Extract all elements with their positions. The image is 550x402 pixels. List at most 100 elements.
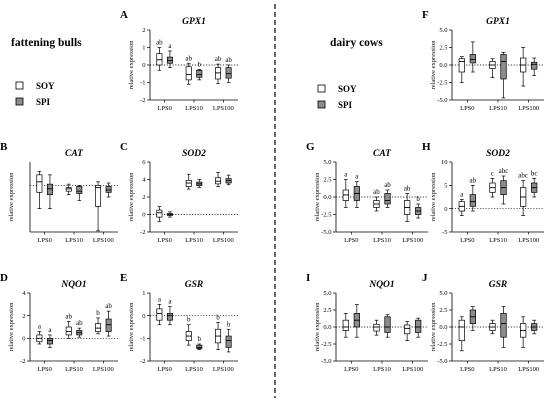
box-soy xyxy=(489,58,496,78)
box-soy: ab xyxy=(65,312,73,339)
y-axis-label: relative expression xyxy=(430,172,437,222)
panel-h: H SOD2 relative expression -5 0 5 10 LPS0 aab LPS… xyxy=(422,141,544,244)
box-spi: ab xyxy=(384,181,391,208)
panel-f: F GPX1 relative expression-5.0 -2.5 0.0 2.5 5.… xyxy=(422,9,544,112)
y-tick-label: 0.0 xyxy=(439,62,447,69)
y-tick-label: -2.5 xyxy=(321,341,331,348)
chart-title: GSR xyxy=(489,280,507,290)
box-soy: b xyxy=(185,316,192,346)
box-spi: bc xyxy=(531,169,537,198)
y-tick-label: -5.0 xyxy=(437,97,447,104)
y-tick-label: 1 xyxy=(142,45,145,52)
x-tick-label: LPS10 xyxy=(489,237,507,244)
box-body xyxy=(384,316,391,333)
significance-letter: b xyxy=(227,320,231,328)
chart-title: GSR xyxy=(185,280,203,290)
box-spi: ab xyxy=(76,319,83,338)
y-tick-label: -2.5 xyxy=(437,80,447,87)
x-tick-label: LPS10 xyxy=(185,105,203,112)
box-body xyxy=(384,193,391,205)
significance-letter: b xyxy=(96,309,100,317)
box-body xyxy=(65,326,72,336)
box-soy: b xyxy=(215,313,222,351)
group-title-dairy-cows: dairy cows xyxy=(330,37,383,49)
legend-label-spi: SPI xyxy=(338,100,353,110)
x-tick-label: LPS10 xyxy=(185,237,203,244)
legend-label-soy: SOY xyxy=(338,84,357,94)
significance-letter: ab xyxy=(225,56,232,64)
panel-e: E GSR relative expression -2 -1 0 1 LPS0 a a LPS10… xyxy=(120,272,238,373)
chart-title: GPX1 xyxy=(486,17,510,27)
box-spi xyxy=(225,174,232,186)
x-tick-label: LPS0 xyxy=(157,237,171,244)
box-body xyxy=(225,335,232,348)
y-tick-label: 0.0 xyxy=(439,324,447,331)
y-tick-label: 0 xyxy=(444,206,447,213)
significance-letter: ab xyxy=(373,188,380,196)
y-axis-label: relative expression xyxy=(8,302,15,352)
box-soy: abc xyxy=(518,172,528,217)
y-tick-label: 0 xyxy=(142,212,145,219)
legend-label-soy: SOY xyxy=(36,81,55,91)
significance-letter: ab xyxy=(156,39,163,47)
box-soy: a xyxy=(36,323,43,345)
chart-title: CAT xyxy=(373,149,392,159)
significance-letter: a xyxy=(38,323,42,331)
y-tick-label: -5.0 xyxy=(321,358,331,365)
box-soy xyxy=(185,173,192,190)
box-soy xyxy=(95,181,102,232)
y-tick-label: 5.0 xyxy=(439,290,447,297)
box-soy: ab xyxy=(156,39,163,71)
significance-letter: ab xyxy=(384,181,391,189)
box-soy: a xyxy=(342,171,349,208)
y-tick-label: 6 xyxy=(142,159,146,166)
legend-swatch-spi xyxy=(317,100,326,109)
box-spi: a xyxy=(166,42,173,68)
legend-left: SOY SPI xyxy=(15,81,55,107)
box-spi xyxy=(384,314,391,338)
y-tick-label: -2 xyxy=(140,97,145,104)
box-body xyxy=(225,67,232,79)
x-tick-label: LPS10 xyxy=(65,237,83,244)
legend-swatch-soy xyxy=(317,84,326,93)
x-tick-label: LPS10 xyxy=(185,366,203,373)
box-body xyxy=(105,186,112,193)
panel-label: J xyxy=(422,272,428,284)
y-tick-label: 2.5 xyxy=(323,307,331,314)
y-tick-label: -2 xyxy=(140,358,145,365)
box-spi xyxy=(76,184,83,201)
y-tick-label: -2.5 xyxy=(437,341,447,348)
box-soy xyxy=(373,319,380,336)
x-tick-label: LPS0 xyxy=(157,366,171,373)
panel-label: F xyxy=(422,9,429,21)
significance-letter: a xyxy=(344,171,348,179)
box-soy xyxy=(65,183,72,196)
y-tick-label: 5.0 xyxy=(323,159,331,166)
box-spi xyxy=(415,317,422,338)
significance-letter: ab xyxy=(76,319,83,327)
significance-letter: ab xyxy=(185,54,192,62)
box-body xyxy=(46,183,53,196)
panel-label: D xyxy=(0,272,8,284)
y-tick-label: -1 xyxy=(140,80,145,87)
y-axis-label: relative expression xyxy=(314,172,321,222)
box-spi xyxy=(531,57,538,76)
panel-label: I xyxy=(306,272,310,284)
significance-letter: c xyxy=(491,169,494,177)
significance-letter: abc xyxy=(499,167,509,175)
box-spi xyxy=(196,179,203,188)
panel-j: J GSR relative expression-5.0 -2.5 0.0 2.5 5.0… xyxy=(422,272,544,373)
panel-i: I NQO1 relative expression-5.0 -2.5 0.0 2.5 5.… xyxy=(306,272,428,373)
significance-letter: ab xyxy=(215,55,222,63)
x-tick-label: LPS100 xyxy=(402,366,423,373)
y-tick-label: 2 xyxy=(142,27,145,34)
box-body xyxy=(46,337,53,345)
chart-title: CAT xyxy=(65,149,84,159)
significance-letter: ab xyxy=(105,302,112,310)
y-tick-label: 2 xyxy=(142,194,145,201)
box-soy xyxy=(489,319,496,335)
group-title-fattening-bulls: fattening bulls xyxy=(11,37,82,49)
box-spi: b xyxy=(225,320,232,353)
significance-letter: b xyxy=(416,195,420,203)
y-axis-label: relative expression xyxy=(314,302,321,352)
